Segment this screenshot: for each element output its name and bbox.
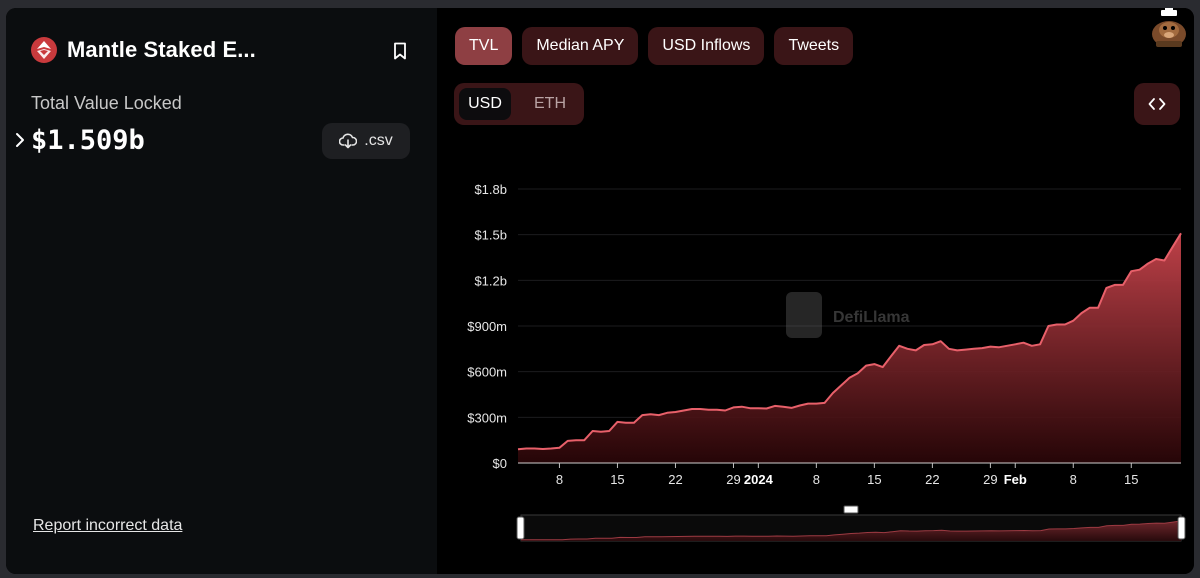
x-tick-label: 8 <box>556 472 563 487</box>
y-tick-label: $300m <box>467 410 507 425</box>
x-tick-label: 29 <box>983 472 997 487</box>
x-tick-label: 2024 <box>744 472 774 487</box>
defillama-watermark: DefiLlama <box>786 292 910 338</box>
currency-option-eth[interactable]: ETH <box>534 95 566 112</box>
range-slider-area <box>521 520 1181 541</box>
csv-label: .csv <box>364 132 393 149</box>
currency-option-usd[interactable]: USD <box>459 88 511 120</box>
mantle-logo-icon <box>31 37 57 63</box>
y-tick-label: $1.8b <box>474 182 507 197</box>
watermark-text: DefiLlama <box>833 309 910 326</box>
x-tick-label: 15 <box>1124 472 1138 487</box>
report-incorrect-data-link[interactable]: Report incorrect data <box>33 517 183 534</box>
y-tick-label: $900m <box>467 319 507 334</box>
tab-tweets[interactable]: Tweets <box>774 27 854 65</box>
chevron-right-icon[interactable] <box>14 132 26 148</box>
code-brackets-icon <box>1148 98 1166 110</box>
tab-median-apy[interactable]: Median APY <box>522 27 639 65</box>
x-tick-label: 22 <box>925 472 939 487</box>
cloud-download-icon <box>339 133 358 149</box>
tvl-area-fill <box>518 233 1181 463</box>
x-tick-label: 8 <box>1070 472 1077 487</box>
x-tick-label: 15 <box>867 472 881 487</box>
tab-usd-inflows[interactable]: USD Inflows <box>648 27 765 65</box>
x-tick-label: Feb <box>1004 472 1027 487</box>
range-handle-right[interactable] <box>1177 516 1186 540</box>
csv-download-button[interactable]: .csv <box>322 123 410 159</box>
y-tick-label: $1.5b <box>474 228 507 243</box>
embed-chart-button[interactable] <box>1134 83 1180 125</box>
y-tick-label: $1.2b <box>474 273 507 288</box>
range-handle-left[interactable] <box>516 516 525 540</box>
chart-tabs: TVL Median APY USD Inflows Tweets <box>455 27 863 65</box>
x-tick-label: 8 <box>813 472 820 487</box>
x-tick-label: 29 <box>726 472 740 487</box>
y-tick-label: $0 <box>493 456 507 471</box>
tvl-chart: $0 $300m $600m $900m $1.2b $1.5b $1.8b DefiLlam… <box>467 182 1186 542</box>
chart-panel: TVL Median APY USD Inflows Tweets USD ET… <box>437 8 1194 574</box>
x-tick-label: 15 <box>610 472 624 487</box>
range-drag-grip[interactable] <box>843 505 859 514</box>
tab-tvl[interactable]: TVL <box>455 27 513 65</box>
llama-avatar-icon[interactable] <box>1147 8 1193 52</box>
protocol-panel: Mantle Staked E... Total Value Locked $1… <box>6 8 437 574</box>
tvl-series-line <box>517 232 1182 451</box>
range-slider-line <box>520 520 1182 541</box>
watermark-logo-icon <box>786 292 822 338</box>
currency-toggle: USD ETH <box>454 83 584 125</box>
bookmark-icon[interactable] <box>390 41 410 61</box>
tvl-value: $1.509b <box>31 125 145 156</box>
protocol-name: Mantle Staked E... <box>67 37 256 62</box>
protocol-title-row: Mantle Staked E... <box>30 36 256 64</box>
y-tick-label: $600m <box>467 365 507 380</box>
x-tick-label: 22 <box>668 472 682 487</box>
metric-label: Total Value Locked <box>31 93 182 113</box>
app-frame: Mantle Staked E... Total Value Locked $1… <box>6 8 1194 574</box>
